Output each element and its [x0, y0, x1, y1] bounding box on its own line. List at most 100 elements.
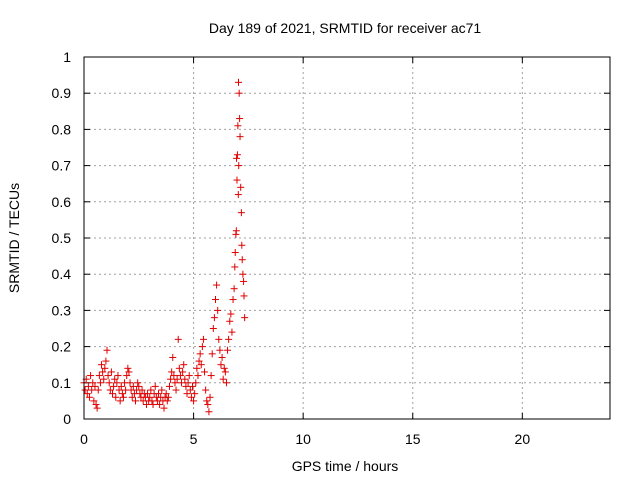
- data-point: [149, 401, 157, 409]
- data-point: [101, 364, 109, 372]
- data-point: [234, 191, 242, 199]
- data-point: [81, 386, 89, 394]
- data-point: [87, 372, 95, 380]
- data-point: [95, 372, 103, 380]
- data-point: [184, 379, 192, 387]
- data-point: [186, 386, 194, 394]
- y-tick-label: 0.7: [52, 158, 72, 174]
- data-point: [170, 372, 178, 380]
- data-point: [180, 361, 188, 369]
- data-point: [156, 401, 164, 409]
- data-point: [233, 176, 241, 184]
- data-point: [126, 379, 134, 387]
- data-point: [164, 393, 172, 401]
- data-point: [176, 372, 184, 380]
- data-point: [231, 263, 239, 271]
- axis-ticks: [83, 56, 610, 420]
- data-point: [198, 343, 206, 351]
- data-point: [102, 357, 110, 365]
- data-point: [240, 277, 248, 285]
- data-point: [155, 390, 163, 398]
- data-points: [80, 78, 249, 416]
- data-point: [165, 382, 173, 390]
- data-point: [236, 133, 244, 141]
- y-tick-label: 0: [63, 411, 71, 427]
- data-point: [113, 379, 121, 387]
- data-point: [197, 361, 205, 369]
- data-point: [241, 314, 249, 322]
- data-point: [205, 408, 213, 416]
- data-point: [235, 162, 243, 170]
- data-point: [151, 382, 159, 390]
- data-point: [182, 382, 190, 390]
- data-point: [142, 401, 150, 409]
- x-tick-label: 0: [80, 431, 88, 447]
- data-point: [192, 379, 200, 387]
- x-tick-label: 15: [405, 431, 421, 447]
- data-point: [206, 393, 214, 401]
- data-point: [94, 386, 102, 394]
- data-point: [207, 372, 215, 380]
- data-point: [124, 364, 132, 372]
- data-point: [203, 397, 211, 405]
- data-point: [88, 386, 96, 394]
- data-point: [163, 397, 171, 405]
- data-point: [213, 281, 221, 289]
- data-point: [215, 335, 223, 343]
- data-point: [125, 368, 133, 376]
- x-axis-title: GPS time / hours: [292, 458, 399, 474]
- data-point: [230, 285, 238, 293]
- data-point: [194, 372, 202, 380]
- data-point: [231, 248, 239, 256]
- gridlines: [84, 57, 610, 419]
- data-point: [221, 368, 229, 376]
- data-point: [185, 372, 193, 380]
- data-point: [112, 393, 120, 401]
- data-point: [119, 393, 127, 401]
- data-point: [132, 397, 140, 405]
- data-point: [238, 241, 246, 249]
- data-point: [173, 375, 181, 383]
- data-point: [108, 390, 116, 398]
- data-point: [234, 122, 242, 130]
- data-point: [222, 379, 230, 387]
- data-point: [209, 325, 217, 332]
- data-point: [135, 382, 143, 390]
- y-tick-label: 0.9: [52, 85, 72, 101]
- data-point: [111, 375, 119, 383]
- data-point: [162, 390, 170, 398]
- y-tick-label: 0.1: [52, 375, 72, 391]
- data-point: [110, 382, 118, 390]
- y-tick-label: 0.5: [52, 230, 72, 246]
- data-point: [99, 368, 107, 376]
- data-point: [240, 292, 248, 300]
- data-point: [169, 353, 177, 361]
- x-tick-labels: 0 5 10 15 20: [80, 431, 530, 447]
- data-point: [91, 382, 99, 390]
- data-point: [235, 78, 243, 86]
- y-tick-label: 0.2: [52, 339, 72, 355]
- data-point: [187, 393, 195, 401]
- data-point: [233, 154, 241, 162]
- chart-title: Day 189 of 2021, SRMTID for receiver ac7…: [209, 20, 482, 36]
- data-point: [208, 350, 216, 358]
- data-point: [96, 379, 104, 387]
- data-point: [214, 306, 222, 314]
- data-point: [160, 404, 168, 412]
- data-point: [191, 390, 199, 398]
- data-point: [204, 401, 212, 409]
- data-point: [188, 382, 196, 390]
- data-point: [114, 372, 122, 380]
- data-point: [199, 335, 207, 343]
- data-point: [183, 390, 191, 398]
- plot-frame: [83, 56, 611, 420]
- data-point: [146, 393, 154, 401]
- data-point: [217, 361, 225, 369]
- x-tick-label: 20: [515, 431, 531, 447]
- data-point: [104, 372, 112, 380]
- data-point: [219, 375, 227, 383]
- data-point: [116, 397, 124, 405]
- data-point: [195, 357, 203, 365]
- data-point: [105, 379, 113, 387]
